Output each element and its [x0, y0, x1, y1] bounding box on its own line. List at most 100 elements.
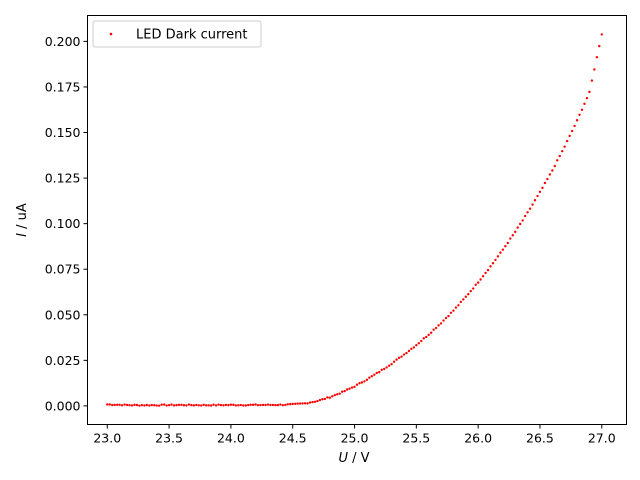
data-point: [558, 154, 561, 158]
y-axis-ticks: 0.000 0.025 0.050 0.075 0.100 0.125 0.150 0.175…: [45, 34, 88, 413]
data-point: [296, 402, 299, 405]
data-point: [192, 404, 196, 407]
data-point: [291, 402, 294, 406]
data-point: [467, 293, 470, 296]
data-point: [434, 326, 438, 330]
x-tick-label: 25.0: [341, 431, 369, 446]
data-point: [202, 403, 205, 407]
data-point: [298, 402, 302, 405]
data-point: [276, 403, 280, 407]
x-tick-label: 25.5: [402, 431, 430, 446]
data-point: [286, 403, 289, 406]
x-tick-label: 23.5: [155, 431, 183, 446]
x-tick-label: 23.0: [93, 431, 121, 446]
data-point: [385, 366, 388, 369]
y-tick-label: 0.025: [45, 353, 81, 368]
data-point: [125, 403, 129, 407]
data-point: [224, 403, 228, 407]
data-point: [274, 403, 277, 407]
data-point: [360, 381, 364, 384]
data-point: [256, 403, 260, 407]
data-point: [565, 139, 569, 143]
y-axis-label-var: I: [15, 233, 30, 237]
data-point: [417, 342, 421, 345]
data-point: [209, 404, 213, 407]
legend-box: [92, 20, 262, 48]
data-point: [111, 403, 114, 407]
data-point: [153, 403, 156, 407]
data-point: [333, 393, 336, 397]
data-point: [521, 219, 524, 222]
data-point: [427, 333, 430, 337]
data-point: [526, 211, 529, 214]
data-point: [264, 403, 267, 407]
data-point: [172, 404, 176, 407]
data-point: [222, 404, 225, 407]
data-point: [504, 245, 507, 248]
data-point: [437, 324, 440, 327]
data-point: [158, 404, 161, 407]
data-point: [454, 306, 458, 309]
data-point: [326, 396, 329, 399]
data-point: [150, 403, 153, 407]
data-point: [363, 380, 366, 383]
data-point: [506, 241, 510, 245]
plot-frame: [87, 15, 627, 425]
data-point: [200, 404, 203, 407]
data-point: [402, 353, 406, 356]
data-point: [175, 403, 178, 407]
x-tick-label: 24.5: [279, 431, 307, 446]
legend-marker: [109, 32, 113, 36]
y-tick-label: 0.075: [45, 262, 81, 277]
data-point: [489, 265, 492, 268]
data-point: [350, 386, 354, 389]
data-point: [449, 311, 453, 314]
data-point: [447, 314, 450, 318]
data-point: [135, 403, 139, 407]
data-point: [204, 404, 208, 407]
data-point: [484, 271, 487, 275]
data-point: [212, 403, 215, 406]
data-point: [170, 403, 173, 406]
data-point: [195, 403, 198, 407]
data-point: [106, 403, 109, 406]
data-point: [479, 278, 482, 281]
data-point: [585, 96, 589, 100]
data-point: [459, 300, 463, 304]
data-point: [422, 337, 425, 340]
x-tick-label: 26.0: [464, 431, 492, 446]
data-point: [284, 403, 287, 407]
data-point: [561, 149, 564, 153]
data-point: [311, 400, 314, 404]
data-point: [420, 339, 423, 343]
data-point: [570, 129, 574, 133]
data-point: [523, 214, 527, 218]
data-point: [452, 309, 455, 312]
data-point: [303, 402, 307, 405]
y-tick-label: 0.125: [45, 171, 81, 186]
data-point: [598, 44, 601, 48]
data-point: [546, 177, 549, 181]
data-point: [128, 404, 131, 407]
y-tick-label: 0.100: [45, 216, 81, 231]
x-axis-label-unit: / V: [348, 451, 370, 466]
data-point: [407, 349, 411, 353]
data-point: [234, 404, 238, 407]
data-point: [457, 304, 460, 307]
data-point: [486, 268, 490, 272]
data-point: [355, 383, 359, 386]
data-point: [244, 404, 247, 407]
x-axis-label: U / V: [338, 451, 369, 466]
data-point: [528, 207, 532, 210]
data-point: [251, 403, 255, 407]
data-point: [496, 255, 500, 258]
data-point: [575, 119, 579, 122]
data-point: [120, 404, 124, 407]
x-tick-label: 27.0: [588, 431, 616, 446]
data-point: [254, 403, 257, 406]
data-point: [397, 356, 401, 359]
data-point: [518, 222, 522, 226]
data-point: [568, 134, 571, 138]
data-point: [531, 203, 534, 206]
